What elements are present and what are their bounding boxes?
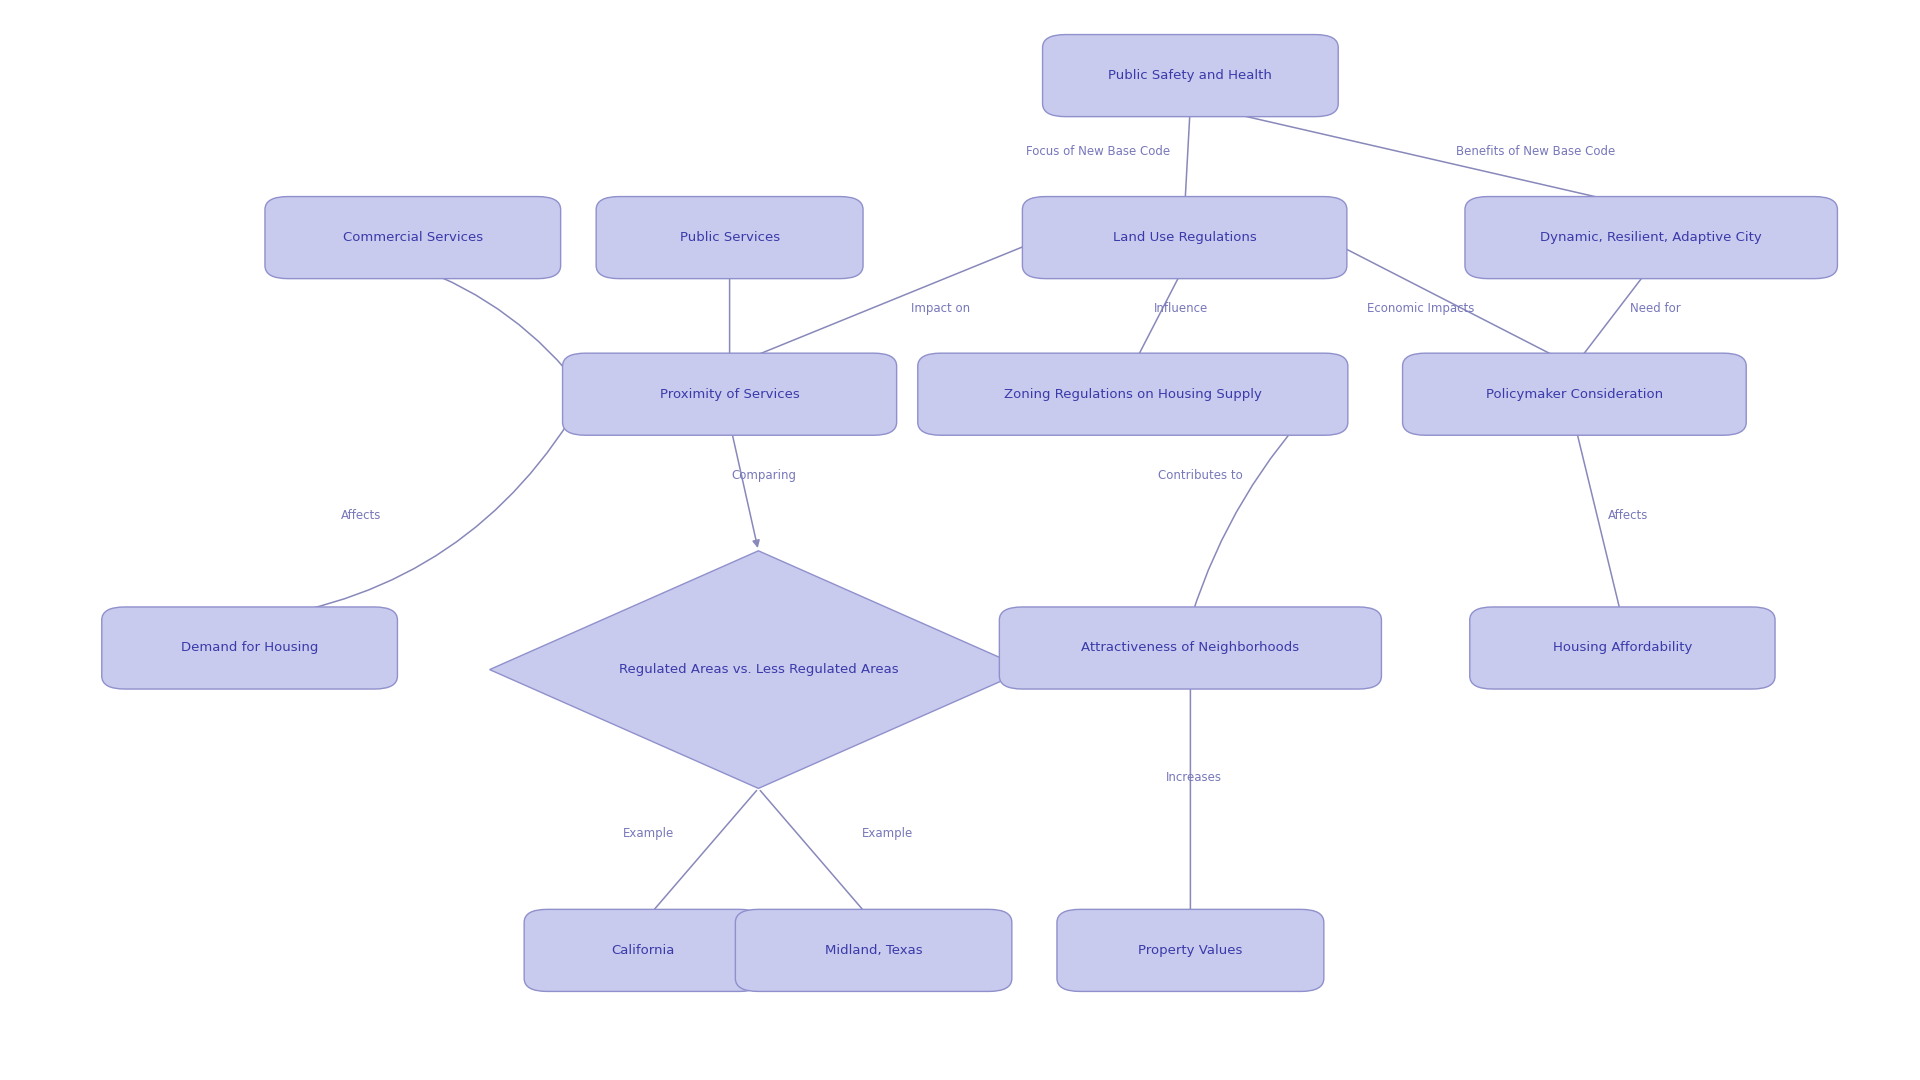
FancyBboxPatch shape — [1021, 197, 1348, 279]
FancyBboxPatch shape — [1465, 197, 1837, 279]
Polygon shape — [490, 551, 1027, 788]
Text: Affects: Affects — [340, 509, 382, 522]
FancyBboxPatch shape — [998, 607, 1380, 689]
Text: Contributes to: Contributes to — [1158, 469, 1242, 482]
Text: Public Safety and Health: Public Safety and Health — [1108, 69, 1273, 82]
Text: Public Services: Public Services — [680, 231, 780, 244]
Text: California: California — [611, 944, 676, 957]
Text: Commercial Services: Commercial Services — [344, 231, 482, 244]
Text: Economic Impacts: Economic Impacts — [1367, 302, 1475, 315]
Text: Proximity of Services: Proximity of Services — [660, 388, 799, 401]
Text: Dynamic, Resilient, Adaptive City: Dynamic, Resilient, Adaptive City — [1540, 231, 1763, 244]
Text: Land Use Regulations: Land Use Regulations — [1114, 231, 1256, 244]
FancyBboxPatch shape — [1402, 353, 1747, 435]
FancyBboxPatch shape — [1056, 909, 1325, 991]
Text: Example: Example — [624, 827, 674, 840]
Text: Policymaker Consideration: Policymaker Consideration — [1486, 388, 1663, 401]
FancyBboxPatch shape — [1471, 607, 1774, 689]
FancyBboxPatch shape — [102, 607, 397, 689]
Text: Increases: Increases — [1165, 771, 1223, 784]
Text: Focus of New Base Code: Focus of New Base Code — [1025, 145, 1171, 158]
Text: Zoning Regulations on Housing Supply: Zoning Regulations on Housing Supply — [1004, 388, 1261, 401]
Text: Demand for Housing: Demand for Housing — [180, 642, 319, 654]
FancyBboxPatch shape — [735, 909, 1012, 991]
FancyBboxPatch shape — [918, 353, 1348, 435]
Text: Housing Affordability: Housing Affordability — [1553, 642, 1692, 654]
FancyBboxPatch shape — [563, 353, 897, 435]
FancyBboxPatch shape — [595, 197, 862, 279]
Text: Midland, Texas: Midland, Texas — [826, 944, 922, 957]
Text: Influence: Influence — [1154, 302, 1208, 315]
FancyBboxPatch shape — [265, 197, 561, 279]
Text: Regulated Areas vs. Less Regulated Areas: Regulated Areas vs. Less Regulated Areas — [618, 663, 899, 676]
Text: Affects: Affects — [1607, 509, 1649, 522]
Text: Example: Example — [862, 827, 912, 840]
FancyBboxPatch shape — [524, 909, 762, 991]
Text: Benefits of New Base Code: Benefits of New Base Code — [1457, 145, 1615, 158]
Text: Property Values: Property Values — [1139, 944, 1242, 957]
Text: Attractiveness of Neighborhoods: Attractiveness of Neighborhoods — [1081, 642, 1300, 654]
FancyBboxPatch shape — [1043, 35, 1338, 117]
Text: Need for: Need for — [1630, 302, 1680, 315]
Text: Impact on: Impact on — [912, 302, 970, 315]
Text: Comparing: Comparing — [732, 469, 797, 482]
